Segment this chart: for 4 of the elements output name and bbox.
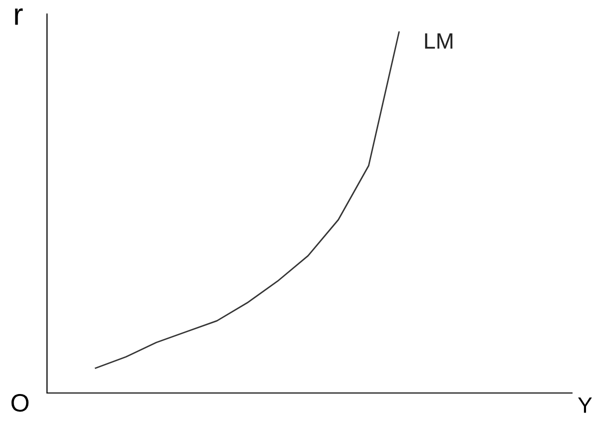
series-label: LM (425, 33, 452, 49)
text: Y (578, 397, 592, 413)
y-axis-title: r (15, 8, 23, 25)
text: O (11, 394, 29, 412)
